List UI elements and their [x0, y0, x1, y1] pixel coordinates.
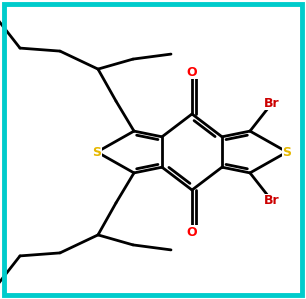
Text: O: O	[187, 225, 197, 239]
Text: O: O	[187, 65, 197, 79]
Text: S: S	[92, 146, 102, 158]
Text: Br: Br	[264, 97, 280, 110]
Text: S: S	[282, 146, 292, 158]
Text: Br: Br	[264, 194, 280, 208]
